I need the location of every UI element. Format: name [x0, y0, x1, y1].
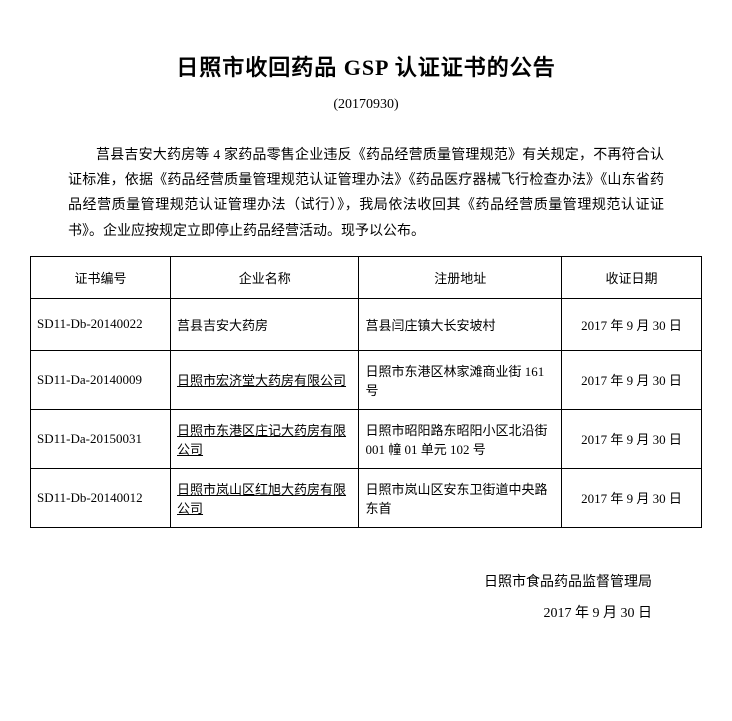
table-row: SD11-Db-20140012日照市岚山区红旭大药房有限公司日照市岚山区安东卫…: [31, 468, 702, 527]
certificate-table: 证书编号 企业名称 注册地址 收证日期 SD11-Db-20140022莒县吉安…: [30, 256, 702, 528]
cell-date: 2017 年 9 月 30 日: [561, 468, 701, 527]
header-address: 注册地址: [359, 256, 561, 298]
cell-date: 2017 年 9 月 30 日: [561, 350, 701, 409]
table-row: SD11-Da-20140009日照市宏济堂大药房有限公司日照市东港区林家滩商业…: [31, 350, 702, 409]
cell-cert: SD11-Da-20140009: [31, 350, 171, 409]
cell-cert: SD11-Db-20140022: [31, 298, 171, 350]
footer-date: 2017 年 9 月 30 日: [20, 599, 652, 630]
cell-cert: SD11-Db-20140012: [31, 468, 171, 527]
header-date: 收证日期: [561, 256, 701, 298]
table-header-row: 证书编号 企业名称 注册地址 收证日期: [31, 256, 702, 298]
cell-cert: SD11-Da-20150031: [31, 409, 171, 468]
document-title: 日照市收回药品 GSP 认证证书的公告: [20, 50, 712, 82]
table-row: SD11-Db-20140022莒县吉安大药房莒县闫庄镇大长安坡村2017 年 …: [31, 298, 702, 350]
cell-address: 日照市岚山区安东卫街道中央路东首: [359, 468, 561, 527]
cell-company: 日照市东港区庄记大药房有限公司: [171, 409, 359, 468]
footer-agency: 日照市食品药品监督管理局: [20, 568, 652, 599]
cell-date: 2017 年 9 月 30 日: [561, 298, 701, 350]
header-cert: 证书编号: [31, 256, 171, 298]
cell-company: 日照市宏济堂大药房有限公司: [171, 350, 359, 409]
cell-address: 日照市东港区林家滩商业街 161号: [359, 350, 561, 409]
document-footer: 日照市食品药品监督管理局 2017 年 9 月 30 日: [20, 568, 652, 630]
document-date: (20170930): [20, 97, 712, 113]
cell-address: 日照市昭阳路东昭阳小区北沿街 001 幢 01 单元 102 号: [359, 409, 561, 468]
body-paragraph: 莒县吉安大药房等 4 家药品零售企业违反《药品经营质量管理规范》有关规定，不再符…: [68, 143, 664, 244]
cell-date: 2017 年 9 月 30 日: [561, 409, 701, 468]
cell-address: 莒县闫庄镇大长安坡村: [359, 298, 561, 350]
cell-company: 日照市岚山区红旭大药房有限公司: [171, 468, 359, 527]
header-company: 企业名称: [171, 256, 359, 298]
cell-company: 莒县吉安大药房: [171, 298, 359, 350]
table-row: SD11-Da-20150031日照市东港区庄记大药房有限公司日照市昭阳路东昭阳…: [31, 409, 702, 468]
